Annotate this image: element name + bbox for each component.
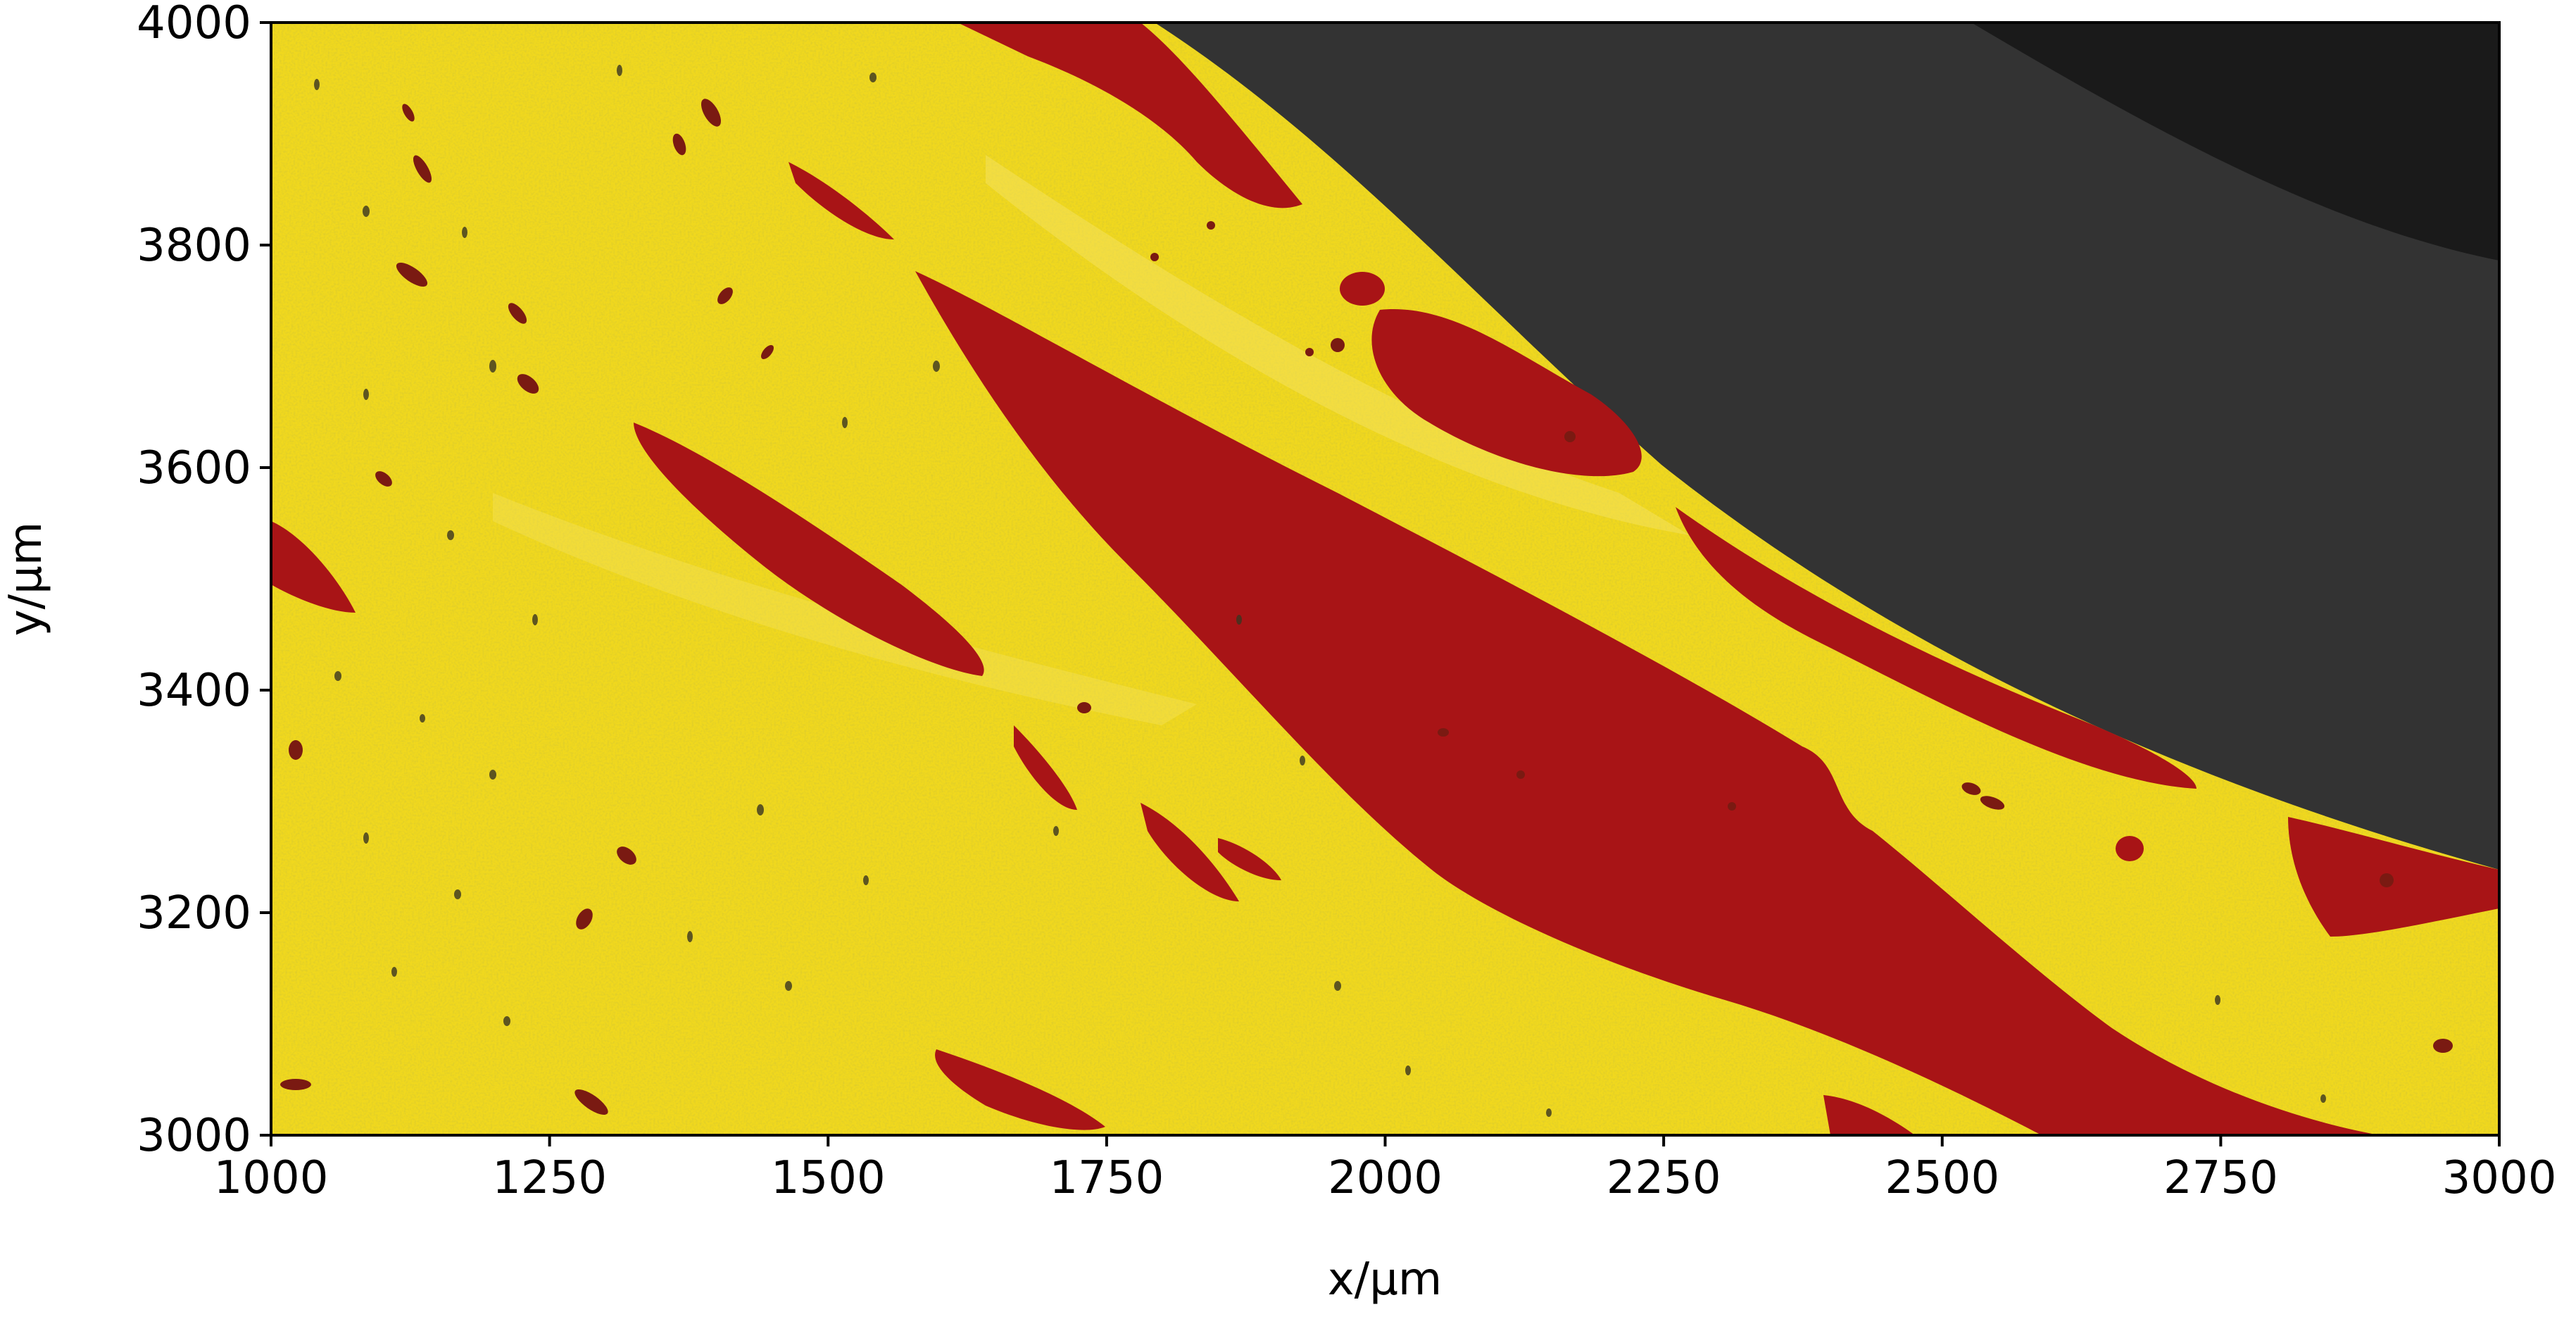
x-axis-label: x/µm [1328,1254,1443,1306]
pore-elongated [634,423,984,676]
micrograph-image [271,23,2499,1135]
void-region [1155,23,2499,870]
light-streak [986,155,1690,535]
x-tick-label: 2250 [1607,1152,1721,1204]
dark-lacunae-cluster [314,65,2326,1117]
y-tick-label: 3600 [137,442,251,494]
x-tick-label: 2750 [2163,1152,2278,1204]
y-axis: 3000 3200 3400 3600 3800 4000 [137,0,271,1162]
pore-elongated [1141,803,1239,901]
y-tick-label: 4000 [137,0,251,49]
x-tick-label: 3000 [2442,1152,2557,1204]
lacunae-cluster [280,99,2453,1115]
y-tick-label: 3400 [137,665,251,717]
pore-boundary-right [2288,817,2499,937]
y-tick-label: 3800 [137,220,251,272]
light-streak [493,493,1197,725]
pore-elongated [788,162,894,239]
pore-elongated [1823,1095,1915,1135]
x-tick-label: 2000 [1328,1152,1443,1204]
pore-boundary-lower [1676,507,2197,789]
x-tick-label: 1500 [771,1152,886,1204]
pore-boundary-top [957,23,1302,208]
y-axis-label: y/µm [0,522,52,637]
x-tick-label: 1750 [1049,1152,1164,1204]
x-axis: 1000 1250 1500 1750 2000 2250 2500 2750 3000 [214,1135,2557,1204]
pore-round [2116,836,2144,861]
x-tick-label: 1000 [214,1152,329,1204]
void-dark-region [1971,23,2499,261]
pore-elongated [1218,838,1281,880]
pore-round [1340,272,1385,306]
pore-canal-large [915,271,2380,1135]
x-tick-label: 2500 [1885,1152,1999,1204]
y-tick-label: 3000 [137,1110,251,1162]
y-tick-label: 3200 [137,887,251,939]
pore-elongated [271,521,356,613]
pore-elongated [935,1049,1105,1130]
x-tick-label: 1250 [492,1152,607,1204]
pore-elongated [1014,725,1077,810]
